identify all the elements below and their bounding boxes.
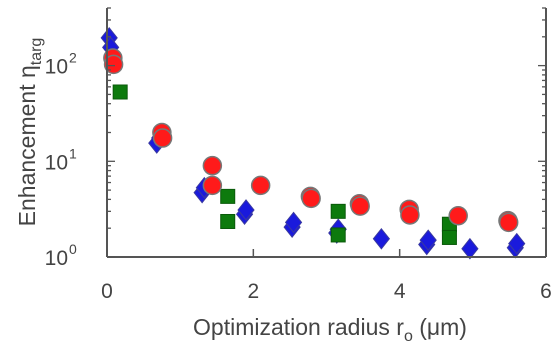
circle-point bbox=[448, 205, 468, 226]
x-axis-title-unit: (μm) bbox=[413, 314, 467, 340]
square-point bbox=[330, 203, 346, 219]
y-axis-title-main: Enhancement η bbox=[14, 65, 40, 226]
y-axis-title-subscript: targ bbox=[28, 38, 45, 66]
diamond-point bbox=[461, 237, 479, 260]
x-tick-label: 4 bbox=[394, 280, 406, 303]
square-point bbox=[220, 213, 236, 229]
diamond-point bbox=[237, 199, 255, 221]
x-axis-title-main: Optimization radius r bbox=[193, 314, 404, 340]
circle-point bbox=[103, 54, 124, 75]
x-axis-title: Optimization radius ro (μm) bbox=[193, 314, 467, 345]
x-tick-labels: 0 2 4 6 bbox=[101, 280, 552, 303]
data-marks bbox=[100, 27, 526, 260]
x-tick-label: 2 bbox=[247, 280, 259, 303]
circle-point bbox=[202, 175, 223, 196]
y-tick-label-exponent: 1 bbox=[69, 145, 77, 161]
x-tick-label: 0 bbox=[101, 280, 113, 303]
y-tick-label: 10 bbox=[45, 56, 68, 79]
diamond-point bbox=[284, 211, 303, 234]
square-point bbox=[330, 227, 346, 243]
series-square bbox=[112, 84, 457, 245]
circle-point bbox=[350, 196, 370, 216]
circle-point bbox=[301, 188, 321, 209]
x-axis-title-subscript: o bbox=[404, 328, 413, 345]
square-point bbox=[112, 84, 128, 100]
y-axis-title: Enhancement ηtarg bbox=[14, 38, 45, 227]
y-tick-label: 10 bbox=[45, 247, 68, 270]
circle-point bbox=[400, 205, 420, 225]
diamond-point bbox=[419, 229, 437, 251]
diamond-point bbox=[372, 227, 391, 250]
axis-ticks bbox=[106, 7, 547, 258]
circle-point bbox=[250, 175, 271, 196]
circle-point bbox=[498, 212, 519, 233]
x-tick-label: 6 bbox=[540, 280, 552, 303]
series-circle bbox=[103, 48, 519, 233]
circle-point bbox=[152, 128, 173, 148]
diamond-point bbox=[508, 232, 526, 255]
y-tick-label-exponent: 2 bbox=[69, 50, 77, 66]
circle-point bbox=[202, 155, 223, 176]
square-point bbox=[441, 229, 457, 245]
y-tick-label-exponent: 0 bbox=[69, 241, 77, 257]
square-point bbox=[220, 188, 236, 204]
y-tick-label: 10 bbox=[45, 151, 68, 174]
